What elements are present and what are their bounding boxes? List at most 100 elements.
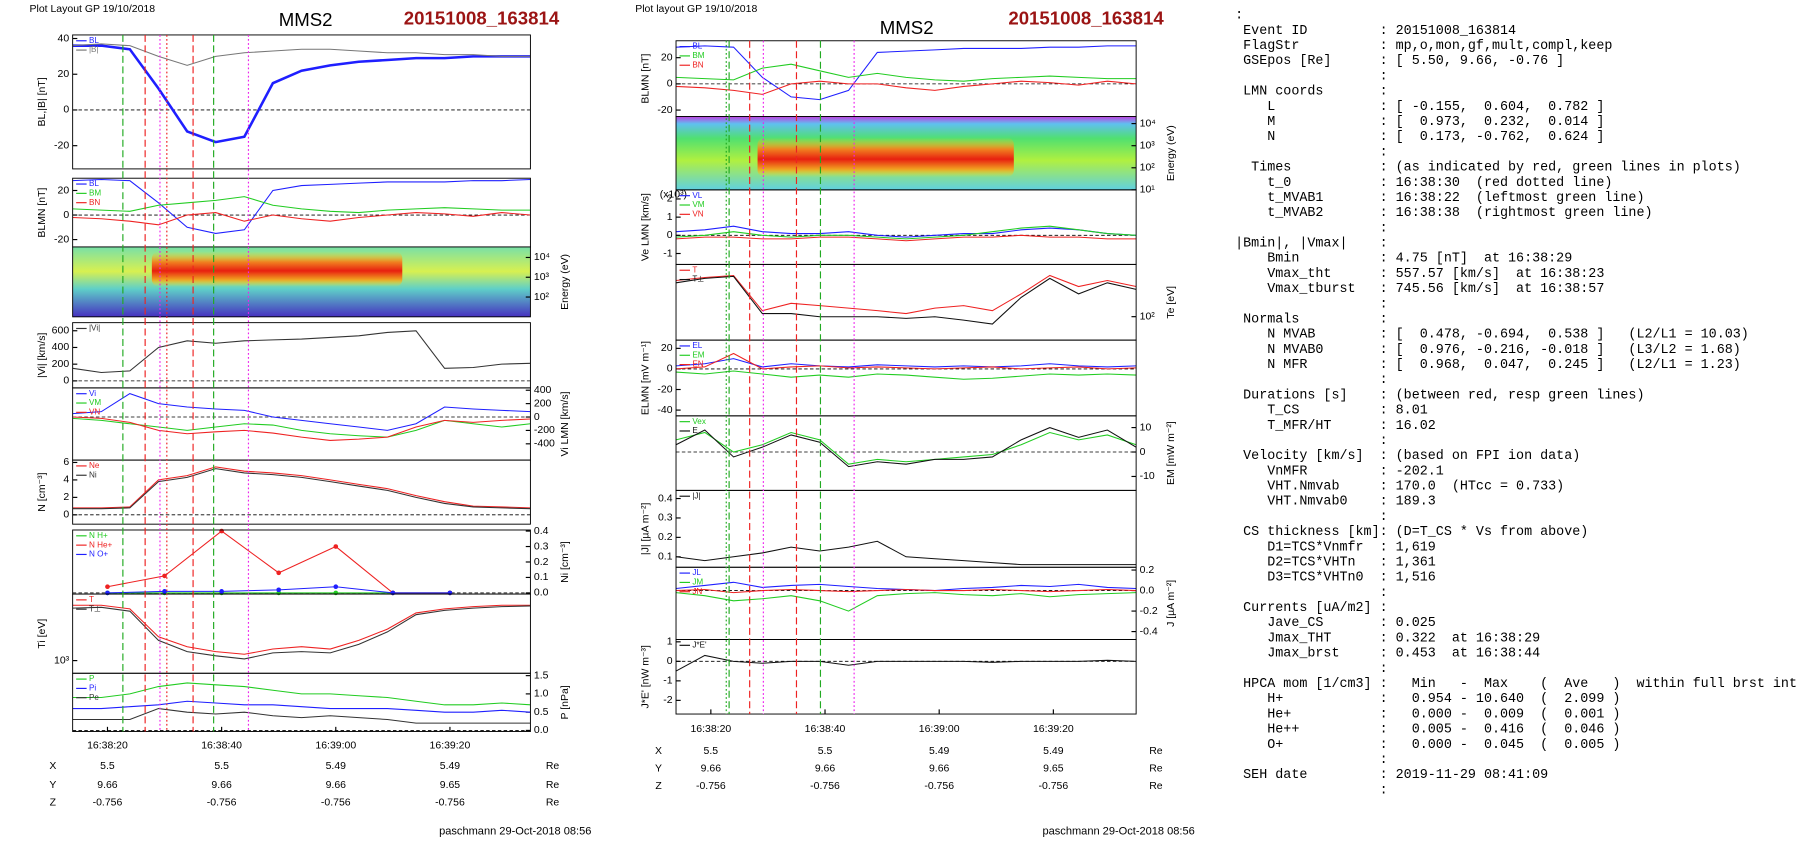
y-axis-label: P [nPa] [560,685,571,719]
legend-label: T⊥ [89,604,101,613]
y-tick-label: 0.3 [534,541,549,552]
y-axis-label: |Vi| [km/s] [37,332,48,377]
y-tick-label: 0.1 [534,572,549,583]
plot-footer: paschmann 29-Oct-2018 08:56 [439,826,591,838]
y-axis-label: BLMN [nT] [37,187,48,237]
data-point [219,589,224,594]
position-label: Z [50,797,57,808]
y-tick-label: 0 [667,364,673,375]
series-line [676,63,1137,82]
y-tick-label: 40 [57,33,69,44]
y-tick-label: 20 [57,69,69,80]
y-tick-label: 2 [667,194,673,205]
legend-label: |Vi| [89,324,100,333]
series-line [72,212,531,226]
legend-label: T [692,265,697,274]
y-tick-label: 0.1 [658,552,673,563]
y-tick-label: 0.0 [534,588,549,599]
y-tick-label: 1 [667,212,673,223]
legend-label: Vex [692,417,706,426]
panel: 10⁴ 10³ 10² 10¹ Energy (eV) [675,116,1177,196]
summary-line: : [1235,753,1387,768]
legend-label: T [89,595,94,604]
spectrogram-band [757,137,1014,178]
panel: 40 20 0 -20 BL,|B| [nT] BL|B| [37,33,531,170]
y-axis-label: Energy (eV) [1166,125,1177,181]
series-line [675,427,1137,468]
position-value: -0.756 [924,781,954,792]
data-point [162,589,167,594]
summary-line: : [1235,434,1387,449]
y-tick-label: 0 [63,376,69,387]
y-tick-label: 0.4 [534,526,549,537]
y-tick-label: 20 [661,343,673,354]
position-value: -0.756 [207,797,237,808]
legend-label: VM [89,398,101,407]
summary-line: : [1235,662,1387,677]
axis-annotation: (x10³) [660,189,687,200]
data-point [105,590,110,596]
x-tick-label: 16:38:20 [87,740,128,751]
y-tick-label: -0.2 [1140,606,1158,617]
series-line [675,234,1137,242]
y-tick-label: 0 [667,656,673,667]
y-tick-label: 10³ [1140,140,1156,151]
position-value: 5.5 [818,746,833,757]
y-tick-label: 0 [63,105,69,116]
panel-frame [675,40,1137,117]
summary-line: N : [ 0.173, -0.762, 0.624 ] [1235,130,1604,145]
summary-line: Velocity [km/s] : (based on FPI ion data… [1235,449,1580,464]
summary-line: Bmin : 4.75 [nT] at 16:38:29 [1235,252,1572,267]
summary-line: Vmax_tht : 557.57 [km/s] at 16:38:23 [1235,267,1604,282]
panel: 1 0 -1 -2 J*E' [nW m⁻³] J*E' [641,637,1137,715]
legend-label: Pe [89,693,99,702]
y-tick-label: 10⁴ [534,252,550,263]
summary-line: : [1235,145,1387,160]
y-tick-label: 0 [534,412,540,423]
position-value: 9.66 [211,780,232,791]
panel-frame [72,593,531,674]
position-value: 9.66 [326,780,347,791]
plot-title: MMS2 [279,9,333,30]
summary-line: Vmax_tburst : 745.56 [km/s] at 16:38:57 [1235,282,1604,297]
panel-frame [72,34,531,170]
position-value: -0.756 [321,797,351,808]
y-tick-label: 10² [1140,163,1156,174]
summary-line: GSEpos [Re] : [ 5.50, 9.66, -0.76 ] [1235,54,1564,69]
y-tick-label: 0.0 [534,725,549,736]
summary-line: L : [ -0.155, 0.604, 0.782 ] [1235,100,1604,115]
summary-line: D2=TCS*VHTn : 1,361 [1235,555,1436,570]
legend-label: EM [692,350,704,359]
summary-line: Normals : [1235,312,1387,327]
summary-line: Durations [s] : (between red, resp green… [1235,388,1644,403]
series-line [675,431,1137,465]
panel-frame [72,672,531,732]
y-tick-label: 1.0 [534,689,549,700]
y-tick-label: 200 [534,398,552,409]
summary-line: LMN coords : [1235,85,1387,100]
panel: 10² Te [eV] TT⊥ [675,263,1177,341]
position-value: 5.5 [100,761,115,772]
series-line [72,468,531,510]
summary-line: Currents [uA/m2] : [1235,601,1387,616]
y-axis-label: BLMN [nT] [641,54,652,104]
series-line [72,605,531,660]
panel-frame [72,322,531,389]
position-label: Y [655,764,662,775]
series-line [72,682,531,706]
legend-label: Ne [89,461,100,470]
y-tick-label: -10 [1140,471,1155,482]
series-line [675,225,1137,238]
position-value: 5.5 [704,746,719,757]
legend-label: |B| [89,45,99,54]
data-point [105,584,110,590]
position-value: -0.756 [810,781,840,792]
y-tick-label: 0.4 [658,493,673,504]
series-line [675,352,1137,370]
summary-line: FlagStr : mp,o,mon,gf,mult,compl,keep [1235,39,1612,54]
y-axis-label: EM [mW m⁻²] [1166,421,1177,485]
summary-line: t_MVAB1 : 16:38:22 (leftmost green line) [1235,191,1644,206]
